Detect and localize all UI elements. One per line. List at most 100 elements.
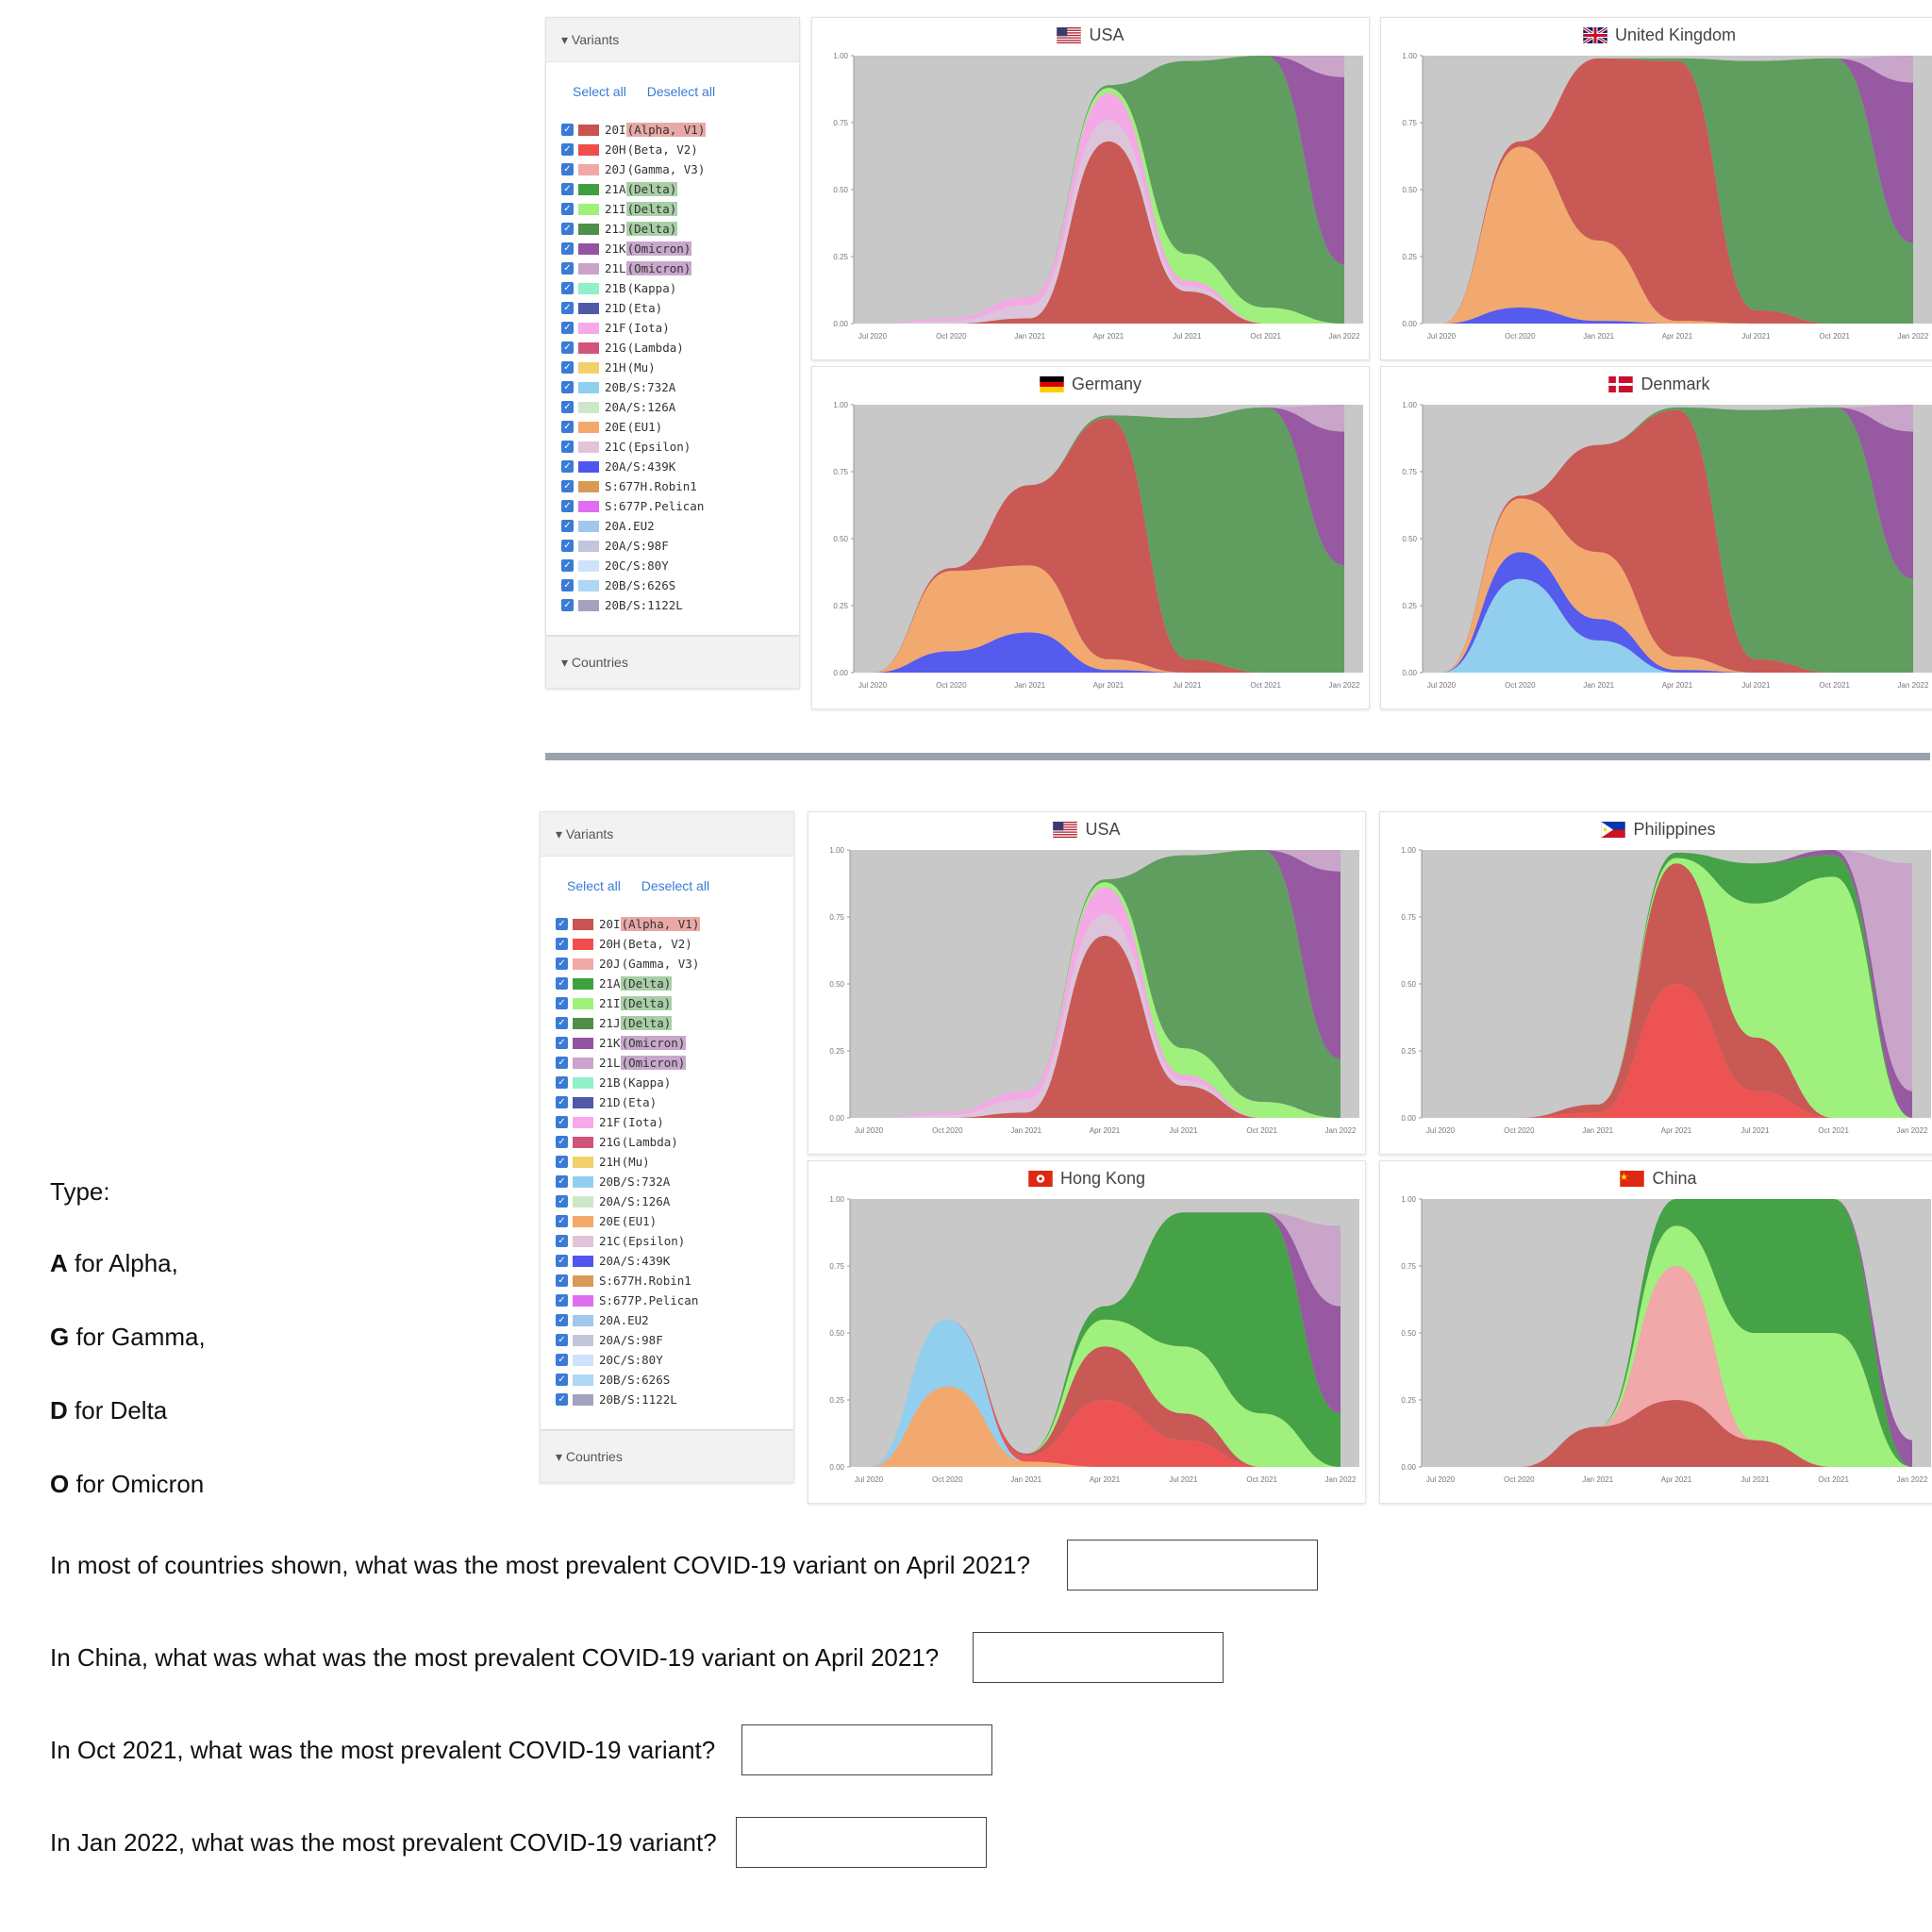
variant-item[interactable]: ✓ 21C (Epsilon) (556, 1231, 700, 1251)
checkbox-icon[interactable]: ✓ (561, 242, 574, 255)
variant-item[interactable]: ✓ 21A (Delta) (556, 974, 700, 993)
variant-item[interactable]: ✓ 20B/S:626S (556, 1370, 700, 1390)
variants-header[interactable]: ▾ Variants (541, 812, 793, 857)
variant-item[interactable]: ✓ 20A/S:439K (561, 457, 706, 476)
variant-item[interactable]: ✓ 20H (Beta, V2) (561, 140, 706, 159)
variant-item[interactable]: ✓ 21K (Omicron) (556, 1033, 700, 1053)
variant-item[interactable]: ✓ S:677P.Pelican (556, 1291, 700, 1310)
variant-item[interactable]: ✓ 20B/S:1122L (561, 595, 706, 615)
variant-item[interactable]: ✓ S:677H.Robin1 (561, 476, 706, 496)
variant-item[interactable]: ✓ 20C/S:80Y (561, 556, 706, 575)
checkbox-icon[interactable]: ✓ (556, 1374, 568, 1386)
checkbox-icon[interactable]: ✓ (556, 1255, 568, 1267)
checkbox-icon[interactable]: ✓ (561, 480, 574, 492)
checkbox-icon[interactable]: ✓ (556, 1235, 568, 1247)
checkbox-icon[interactable]: ✓ (556, 1314, 568, 1326)
variant-item[interactable]: ✓ 20B/S:732A (561, 377, 706, 397)
select-all-link[interactable]: Select all (567, 878, 621, 893)
checkbox-icon[interactable]: ✓ (556, 997, 568, 1009)
checkbox-icon[interactable]: ✓ (561, 341, 574, 354)
checkbox-icon[interactable]: ✓ (561, 381, 574, 393)
variant-item[interactable]: ✓ 21G (Lambda) (556, 1132, 700, 1152)
variant-item[interactable]: ✓ 21G (Lambda) (561, 338, 706, 358)
variant-item[interactable]: ✓ 20I (Alpha, V1) (556, 914, 701, 934)
checkbox-icon[interactable]: ✓ (556, 1037, 568, 1049)
checkbox-icon[interactable]: ✓ (561, 520, 574, 532)
checkbox-icon[interactable]: ✓ (556, 1096, 568, 1108)
checkbox-icon[interactable]: ✓ (561, 500, 574, 512)
checkbox-icon[interactable]: ✓ (556, 1354, 568, 1366)
variant-item[interactable]: ✓ 20B/S:732A (556, 1172, 700, 1191)
checkbox-icon[interactable]: ✓ (561, 302, 574, 314)
checkbox-icon[interactable]: ✓ (556, 938, 568, 950)
variant-item[interactable]: ✓ 21B (Kappa) (561, 278, 706, 298)
answer-input-1[interactable] (1067, 1540, 1318, 1591)
variant-item[interactable]: ✓ 21F (Iota) (561, 318, 706, 338)
checkbox-icon[interactable]: ✓ (561, 460, 574, 473)
checkbox-icon[interactable]: ✓ (561, 143, 574, 156)
checkbox-icon[interactable]: ✓ (556, 1393, 568, 1406)
answer-input-4[interactable] (736, 1817, 987, 1868)
deselect-all-link[interactable]: Deselect all (641, 878, 710, 893)
checkbox-icon[interactable]: ✓ (556, 1017, 568, 1029)
variant-item[interactable]: ✓ 21A (Delta) (561, 179, 706, 199)
checkbox-icon[interactable]: ✓ (561, 559, 574, 572)
variant-item[interactable]: ✓ 20A/S:98F (561, 536, 706, 556)
variants-header[interactable]: ▾ Variants (546, 18, 799, 62)
variant-item[interactable]: ✓ 21L (Omicron) (556, 1053, 700, 1073)
variant-item[interactable]: ✓ 21C (Epsilon) (561, 437, 706, 457)
checkbox-icon[interactable]: ✓ (561, 163, 574, 175)
checkbox-icon[interactable]: ✓ (556, 977, 568, 990)
variant-item[interactable]: ✓ 20A/S:126A (556, 1191, 700, 1211)
variant-item[interactable]: ✓ 20J (Gamma, V3) (561, 159, 706, 179)
checkbox-icon[interactable]: ✓ (561, 579, 574, 591)
variant-item[interactable]: ✓ 20A/S:98F (556, 1330, 700, 1350)
variant-item[interactable]: ✓ 20J (Gamma, V3) (556, 954, 700, 974)
answer-input-3[interactable] (741, 1724, 992, 1775)
select-all-link[interactable]: Select all (573, 84, 626, 99)
checkbox-icon[interactable]: ✓ (561, 441, 574, 453)
variant-item[interactable]: ✓ 21H (Mu) (561, 358, 706, 377)
checkbox-icon[interactable]: ✓ (556, 1136, 568, 1148)
variant-item[interactable]: ✓ 21I (Delta) (561, 199, 706, 219)
checkbox-icon[interactable]: ✓ (556, 1116, 568, 1128)
variant-item[interactable]: ✓ 21J (Delta) (561, 219, 706, 239)
checkbox-icon[interactable]: ✓ (561, 282, 574, 294)
variant-item[interactable]: ✓ 20E (EU1) (561, 417, 706, 437)
checkbox-icon[interactable]: ✓ (561, 540, 574, 552)
variant-item[interactable]: ✓ 21B (Kappa) (556, 1073, 700, 1092)
checkbox-icon[interactable]: ✓ (556, 1057, 568, 1069)
answer-input-2[interactable] (973, 1632, 1224, 1683)
checkbox-icon[interactable]: ✓ (556, 1076, 568, 1089)
variant-item[interactable]: ✓ 20C/S:80Y (556, 1350, 700, 1370)
variant-item[interactable]: ✓ 20A/S:126A (561, 397, 706, 417)
variant-item[interactable]: ✓ 20B/S:626S (561, 575, 706, 595)
checkbox-icon[interactable]: ✓ (556, 1195, 568, 1208)
checkbox-icon[interactable]: ✓ (561, 124, 574, 136)
checkbox-icon[interactable]: ✓ (561, 599, 574, 611)
checkbox-icon[interactable]: ✓ (556, 1334, 568, 1346)
checkbox-icon[interactable]: ✓ (556, 1156, 568, 1168)
variant-item[interactable]: ✓ 21K (Omicron) (561, 239, 706, 258)
variant-item[interactable]: ✓ S:677P.Pelican (561, 496, 706, 516)
countries-panel[interactable]: ▾ Countries (540, 1430, 794, 1483)
countries-panel[interactable]: ▾ Countries (545, 636, 800, 689)
variant-item[interactable]: ✓ 21D (Eta) (561, 298, 706, 318)
variant-item[interactable]: ✓ S:677H.Robin1 (556, 1271, 700, 1291)
variant-item[interactable]: ✓ 20A/S:439K (556, 1251, 700, 1271)
checkbox-icon[interactable]: ✓ (561, 183, 574, 195)
variant-item[interactable]: ✓ 21I (Delta) (556, 993, 700, 1013)
checkbox-icon[interactable]: ✓ (561, 223, 574, 235)
checkbox-icon[interactable]: ✓ (561, 322, 574, 334)
checkbox-icon[interactable]: ✓ (556, 1215, 568, 1227)
checkbox-icon[interactable]: ✓ (556, 1274, 568, 1287)
variant-item[interactable]: ✓ 20B/S:1122L (556, 1390, 700, 1409)
checkbox-icon[interactable]: ✓ (561, 361, 574, 374)
variant-item[interactable]: ✓ 20A.EU2 (556, 1310, 700, 1330)
variant-item[interactable]: ✓ 21H (Mu) (556, 1152, 700, 1172)
checkbox-icon[interactable]: ✓ (556, 1294, 568, 1307)
checkbox-icon[interactable]: ✓ (561, 401, 574, 413)
variant-item[interactable]: ✓ 21L (Omicron) (561, 258, 706, 278)
variant-item[interactable]: ✓ 20A.EU2 (561, 516, 706, 536)
checkbox-icon[interactable]: ✓ (561, 421, 574, 433)
